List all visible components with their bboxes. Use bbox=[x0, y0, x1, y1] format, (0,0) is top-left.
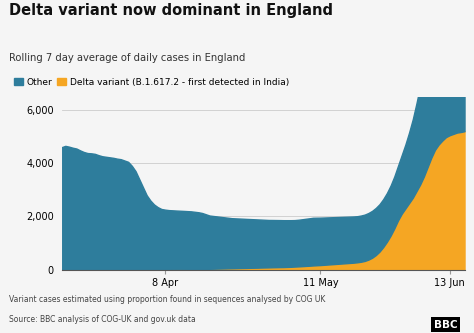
Text: Variant cases estimated using proportion found in sequences analysed by COG UK: Variant cases estimated using proportion… bbox=[9, 295, 326, 304]
Text: BBC: BBC bbox=[434, 320, 457, 330]
Legend: Other, Delta variant (B.1.617.2 - first detected in India): Other, Delta variant (B.1.617.2 - first … bbox=[14, 78, 289, 87]
Text: Rolling 7 day average of daily cases in England: Rolling 7 day average of daily cases in … bbox=[9, 53, 246, 63]
Text: Delta variant now dominant in England: Delta variant now dominant in England bbox=[9, 3, 334, 18]
Text: Source: BBC analysis of COG-UK and gov.uk data: Source: BBC analysis of COG-UK and gov.u… bbox=[9, 315, 196, 324]
